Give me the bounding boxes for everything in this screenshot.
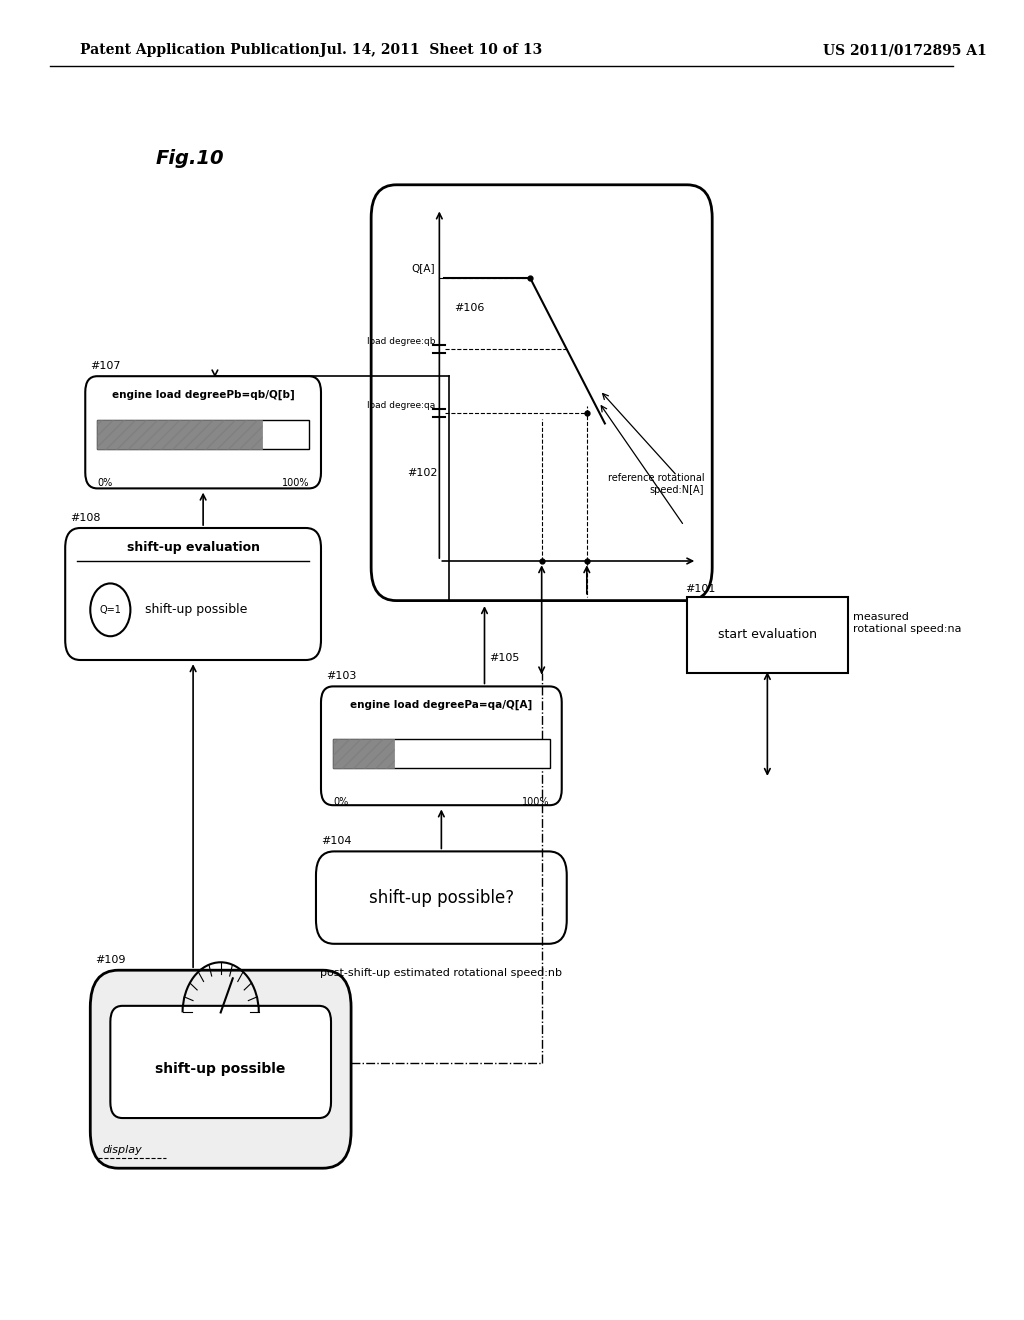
Text: #107: #107: [90, 360, 121, 371]
Text: 100%: 100%: [282, 478, 309, 488]
Text: 0%: 0%: [97, 478, 113, 488]
Text: display: display: [102, 1144, 142, 1155]
FancyBboxPatch shape: [111, 1006, 331, 1118]
Text: measured
rotational speed:na: measured rotational speed:na: [853, 612, 962, 634]
FancyBboxPatch shape: [321, 686, 562, 805]
Text: engine load degreePa=qa/Q[A]: engine load degreePa=qa/Q[A]: [350, 700, 532, 710]
FancyBboxPatch shape: [90, 970, 351, 1168]
Text: shift-up possible?: shift-up possible?: [369, 888, 514, 907]
Text: #105: #105: [489, 652, 520, 663]
Text: start evaluation: start evaluation: [718, 628, 817, 642]
Text: shift-up evaluation: shift-up evaluation: [127, 541, 260, 554]
FancyBboxPatch shape: [85, 376, 321, 488]
FancyBboxPatch shape: [371, 185, 713, 601]
Text: #109: #109: [95, 954, 126, 965]
FancyBboxPatch shape: [66, 528, 321, 660]
Text: #103: #103: [326, 671, 356, 681]
Bar: [333, 739, 550, 768]
Bar: [97, 420, 309, 449]
Text: shift-up possible: shift-up possible: [156, 1061, 286, 1076]
Text: load degree:qb: load degree:qb: [367, 338, 435, 346]
Text: #102: #102: [407, 469, 437, 478]
Text: Q[A]: Q[A]: [412, 263, 435, 273]
Text: post-shift-up estimated rotational speed:nb: post-shift-up estimated rotational speed…: [321, 968, 562, 978]
Text: load degree:qa: load degree:qa: [367, 401, 435, 411]
FancyBboxPatch shape: [316, 851, 566, 944]
Text: Jul. 14, 2011  Sheet 10 of 13: Jul. 14, 2011 Sheet 10 of 13: [321, 44, 543, 57]
Text: US 2011/0172895 A1: US 2011/0172895 A1: [822, 44, 986, 57]
Text: #101: #101: [685, 583, 716, 594]
Text: Patent Application Publication: Patent Application Publication: [80, 44, 319, 57]
Text: #106: #106: [455, 302, 484, 313]
Text: 100%: 100%: [522, 797, 550, 808]
Bar: [687, 597, 848, 673]
Text: shift-up possible: shift-up possible: [145, 603, 248, 616]
Text: 0%: 0%: [333, 797, 348, 808]
Bar: [333, 739, 393, 768]
Text: #108: #108: [71, 512, 100, 523]
Text: Q=1: Q=1: [99, 605, 121, 615]
Bar: [97, 420, 262, 449]
Text: Fig.10: Fig.10: [156, 149, 224, 168]
Text: engine load degreePb=qb/Q[b]: engine load degreePb=qb/Q[b]: [112, 389, 295, 400]
Text: reference rotational
speed:N[A]: reference rotational speed:N[A]: [607, 474, 705, 495]
Text: #104: #104: [321, 836, 351, 846]
